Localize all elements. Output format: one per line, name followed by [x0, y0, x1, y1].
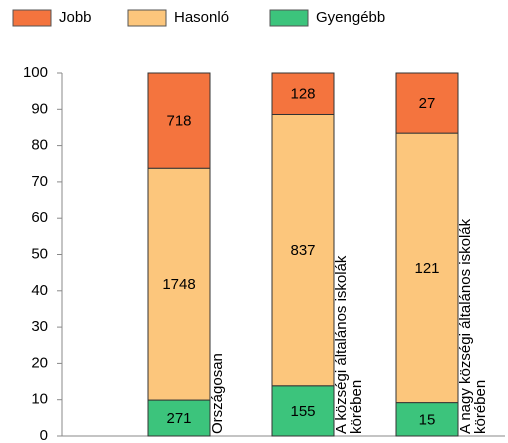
category-line: A községi általános iskolák — [333, 255, 350, 434]
legend-label: Gyengébb — [316, 9, 385, 26]
value-label: 15 — [419, 411, 436, 428]
value-label: 1748 — [162, 276, 195, 293]
y-tick-label: 80 — [31, 137, 48, 154]
y-tick-label: 70 — [31, 173, 48, 190]
value-label: 837 — [290, 242, 315, 259]
value-label: 121 — [414, 260, 439, 277]
y-tick-label: 40 — [31, 282, 48, 299]
bar-segment — [147, 72, 211, 169]
y-tick-label: 90 — [31, 100, 48, 117]
y-tick-label: 100 — [23, 64, 48, 81]
y-tick-label: 30 — [31, 318, 48, 335]
category-label: A községi általános iskolákkörében — [333, 255, 365, 434]
legend-label: Jobb — [59, 9, 92, 26]
y-tick-label: 50 — [31, 245, 48, 262]
category-line: Országosan — [209, 353, 226, 434]
bar-segment — [147, 399, 211, 437]
value-label: 271 — [166, 410, 191, 427]
category-line: körében — [472, 380, 489, 434]
category-line: körében — [348, 380, 365, 434]
y-tick-label: 20 — [31, 354, 48, 371]
bar-segment — [271, 385, 335, 437]
legend-swatch — [12, 9, 52, 27]
legend-label: Hasonló — [174, 9, 229, 26]
bar-segment — [395, 132, 459, 404]
category-label: A nagy községi általános iskolákkörében — [457, 218, 489, 434]
value-label: 718 — [166, 113, 191, 130]
value-label: 27 — [419, 95, 436, 112]
value-label: 155 — [290, 403, 315, 420]
category-line: A nagy községi általános iskolák — [457, 218, 474, 434]
y-tick-label: 60 — [31, 209, 48, 226]
bar-segment — [395, 72, 459, 134]
legend-swatch — [269, 9, 309, 27]
legend-swatch — [127, 9, 167, 27]
y-tick-label: 10 — [31, 391, 48, 408]
value-label: 128 — [290, 86, 315, 103]
bar-segment — [147, 167, 211, 401]
category-label: Országosan — [209, 353, 226, 434]
bar-segment — [271, 72, 335, 115]
y-tick-label: 0 — [40, 427, 48, 443]
bar-segment — [271, 113, 335, 387]
